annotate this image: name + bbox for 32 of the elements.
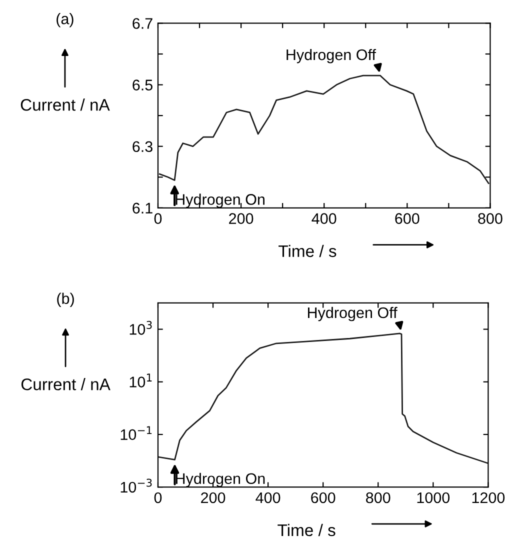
chart-title: (a): [56, 13, 74, 28]
y-tick-label: 10$^{3}$: [130, 320, 152, 335]
y-tick-label: 6.3: [132, 141, 152, 152]
annotation: Hydrogen On: [176, 472, 265, 488]
y-tick-label: 10$^{−3}$: [120, 478, 152, 493]
x-tick-label: 400: [312, 213, 336, 224]
y-tick-label: 6.7: [132, 18, 152, 29]
x-tick-label: 600: [395, 213, 420, 224]
x-tick-label: 800: [478, 213, 502, 224]
x-tick-label: 600: [311, 492, 336, 504]
x-tick-label: 1000: [417, 492, 450, 504]
annotation: Hydrogen Off: [286, 48, 376, 64]
x-tick-label: 200: [201, 492, 226, 504]
line-series: [158, 74, 490, 184]
y-tick-label: 10$^{1}$: [130, 374, 152, 388]
y-axis-title: Current / nA: [21, 378, 110, 390]
x-tick-label: 200: [229, 213, 254, 224]
x-tick-label: 400: [256, 492, 280, 504]
x-tick-label: 0: [154, 492, 162, 504]
y-tick-label: 10$^{−1}$: [120, 426, 152, 440]
annotation: Hydrogen Off: [308, 306, 398, 322]
x-tick-label: 0: [154, 213, 162, 224]
x-axis-title: Time / s: [278, 524, 336, 536]
chart-title: (b): [57, 292, 74, 307]
line-series: [158, 332, 488, 464]
x-tick-label: 800: [366, 492, 390, 504]
y-axis-title: Current / nA: [20, 98, 110, 111]
y-tick-label: 6.5: [132, 80, 152, 90]
x-axis-title: Time / s: [278, 244, 336, 258]
annotation: Hydrogen On: [176, 194, 264, 208]
x-tick-label: 1200: [472, 492, 505, 504]
y-tick-label: 6.1: [132, 202, 152, 214]
